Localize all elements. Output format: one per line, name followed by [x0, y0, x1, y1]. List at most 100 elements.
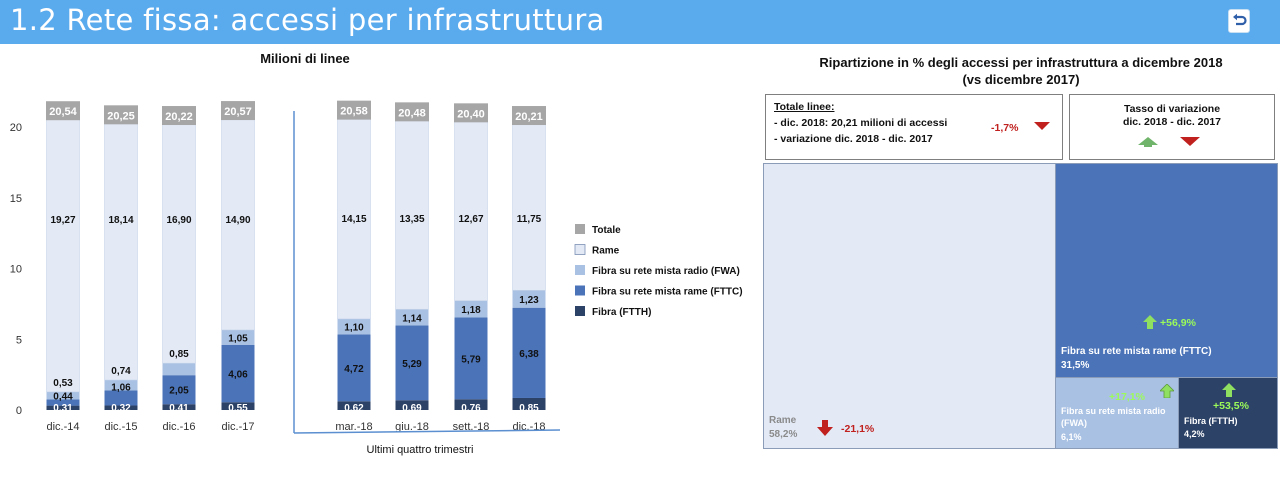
group-label: Ultimi quattro trimestri: [367, 444, 474, 456]
data-label: 0,85: [519, 403, 539, 414]
data-label: 13,35: [399, 214, 424, 225]
total-lines-heading: Totale linee:: [774, 101, 835, 113]
data-label: 0,41: [169, 403, 189, 414]
data-label: 1,10: [344, 323, 364, 334]
back-button[interactable]: [1228, 9, 1250, 33]
legend-swatch: [575, 306, 585, 316]
x-tick-label: giu.-18: [395, 421, 429, 433]
bar-segment: [104, 405, 138, 410]
fwa-change: +17,1%: [1109, 391, 1145, 403]
total-cap: [512, 106, 546, 126]
legend-swatch: [574, 244, 586, 255]
treemap-tile-fttc: +56,9% Fibra su rete mista rame (FTTC) 3…: [1055, 163, 1278, 378]
change-legend-box: Tasso di variazione dic. 2018 - dic. 201…: [1069, 94, 1275, 160]
x-tick-label: dic.-14: [46, 421, 79, 433]
fttc-name: Fibra su rete mista rame (FTTC): [1061, 346, 1212, 357]
x-tick-label: dic.-17: [221, 421, 254, 433]
total-cap: [104, 105, 138, 125]
total-label: 20,57: [224, 106, 252, 118]
page-title: 1.2 Rete fissa: accessi per infrastruttu…: [10, 3, 605, 37]
data-label: 0,74: [111, 366, 131, 377]
y-tick-label: 5: [16, 334, 22, 346]
y-tick-label: 20: [10, 122, 22, 134]
legend-swatch: [575, 265, 585, 275]
rame-share: 58,2%: [769, 429, 798, 440]
bar-segment: [337, 318, 371, 335]
data-label: 0,62: [344, 403, 364, 414]
bar-segment: [162, 123, 196, 364]
bar-segment: [512, 123, 546, 291]
data-label: 0,44: [53, 391, 73, 402]
data-label: 1,18: [461, 305, 481, 316]
bar-segment: [221, 118, 255, 331]
chart-title: Milioni di linee: [260, 51, 350, 66]
total-label: 20,48: [398, 107, 426, 119]
data-label: 4,06: [228, 369, 248, 380]
data-label: 0,53: [53, 378, 73, 389]
data-label: 12,67: [458, 214, 483, 225]
data-label: 11,75: [517, 214, 542, 225]
y-tick-label: 0: [16, 405, 22, 417]
bar-segment: [512, 290, 546, 308]
bar-segment: [46, 399, 80, 406]
bar-segment: [337, 334, 371, 402]
rame-name: Rame: [769, 415, 797, 426]
x-tick-label: mar.-18: [335, 421, 372, 433]
arrow-up-icon: [1138, 137, 1158, 147]
bars-group: 20,54 0,310,44 0,53 19,27 20,25 0,32 1,06 0,74 1…: [46, 100, 546, 414]
treemap-tile-rame: Rame 58,2% -21,1%: [763, 163, 1056, 449]
y-axis: 0 5 10 15 20: [10, 122, 22, 417]
data-label: 16,90: [166, 215, 191, 226]
arrow-down-icon: [817, 420, 833, 436]
total-label: 20,21: [515, 111, 543, 123]
total-cap: [454, 103, 488, 123]
data-label: 1,14: [402, 313, 422, 324]
bar-segment: [454, 121, 488, 301]
data-label: 4,72: [344, 364, 364, 375]
ftth-share: 4,2%: [1184, 429, 1205, 439]
bar-segment: [46, 118, 80, 393]
x-tick-label: dic.-16: [162, 421, 195, 433]
bracket-bottom-line: [293, 429, 561, 434]
arrow-up-icon: [1222, 383, 1236, 397]
bar-segment: [46, 405, 80, 410]
legend-label: Totale: [592, 225, 621, 236]
total-cap: [337, 100, 371, 120]
data-label: 0,31: [53, 403, 73, 414]
legend-label: Fibra su rete mista radio (FWA): [592, 266, 740, 277]
legend-label: Fibra su rete mista rame (FTTC): [592, 287, 743, 298]
treemap-tile-ftth: +53,5% Fibra (FTTH) 4,2%: [1178, 377, 1278, 449]
data-label: 14,90: [225, 215, 250, 226]
legend-swatch: [575, 224, 585, 234]
fwa-share: 6,1%: [1061, 432, 1082, 442]
bar-segment: [221, 402, 255, 410]
bar-segment: [104, 390, 138, 406]
data-label: 0,32: [111, 403, 131, 414]
bar-segment: [395, 325, 429, 401]
bar-segment: [512, 397, 546, 410]
total-lines-text-1: - dic. 2018: 20,21 milioni di accessi: [774, 117, 948, 129]
legend: Totale Rame Fibra su rete mista radio (FWA…: [574, 224, 743, 318]
arrow-down-icon: [1034, 122, 1050, 130]
bar-segment: [395, 120, 429, 310]
bar-segment: [454, 317, 488, 400]
bar-segment: [162, 363, 196, 376]
treemap-tile-fwa: +17,1% Fibra su rete mista radio (FWA) 6…: [1055, 377, 1179, 449]
data-label: 0,55: [228, 403, 248, 414]
data-label: 2,05: [169, 386, 189, 397]
data-label: 18,14: [108, 215, 133, 226]
bar-segment: [337, 118, 371, 320]
data-label: 5,29: [402, 359, 422, 370]
change-legend-period: dic. 2018 - dic. 2017: [1122, 116, 1222, 128]
data-label: 5,79: [461, 354, 481, 365]
data-label: 6,38: [519, 349, 539, 360]
bar-segment: [162, 375, 196, 405]
x-tick-label: sett.-18: [453, 421, 490, 433]
bar-segment: [454, 399, 488, 410]
bar-segment: [395, 400, 429, 410]
total-cap: [46, 101, 80, 121]
arrow-down-icon: [1180, 137, 1200, 146]
data-label: 1,06: [111, 382, 131, 393]
fttc-share: 31,5%: [1061, 360, 1090, 371]
data-label: 0,76: [461, 403, 481, 414]
